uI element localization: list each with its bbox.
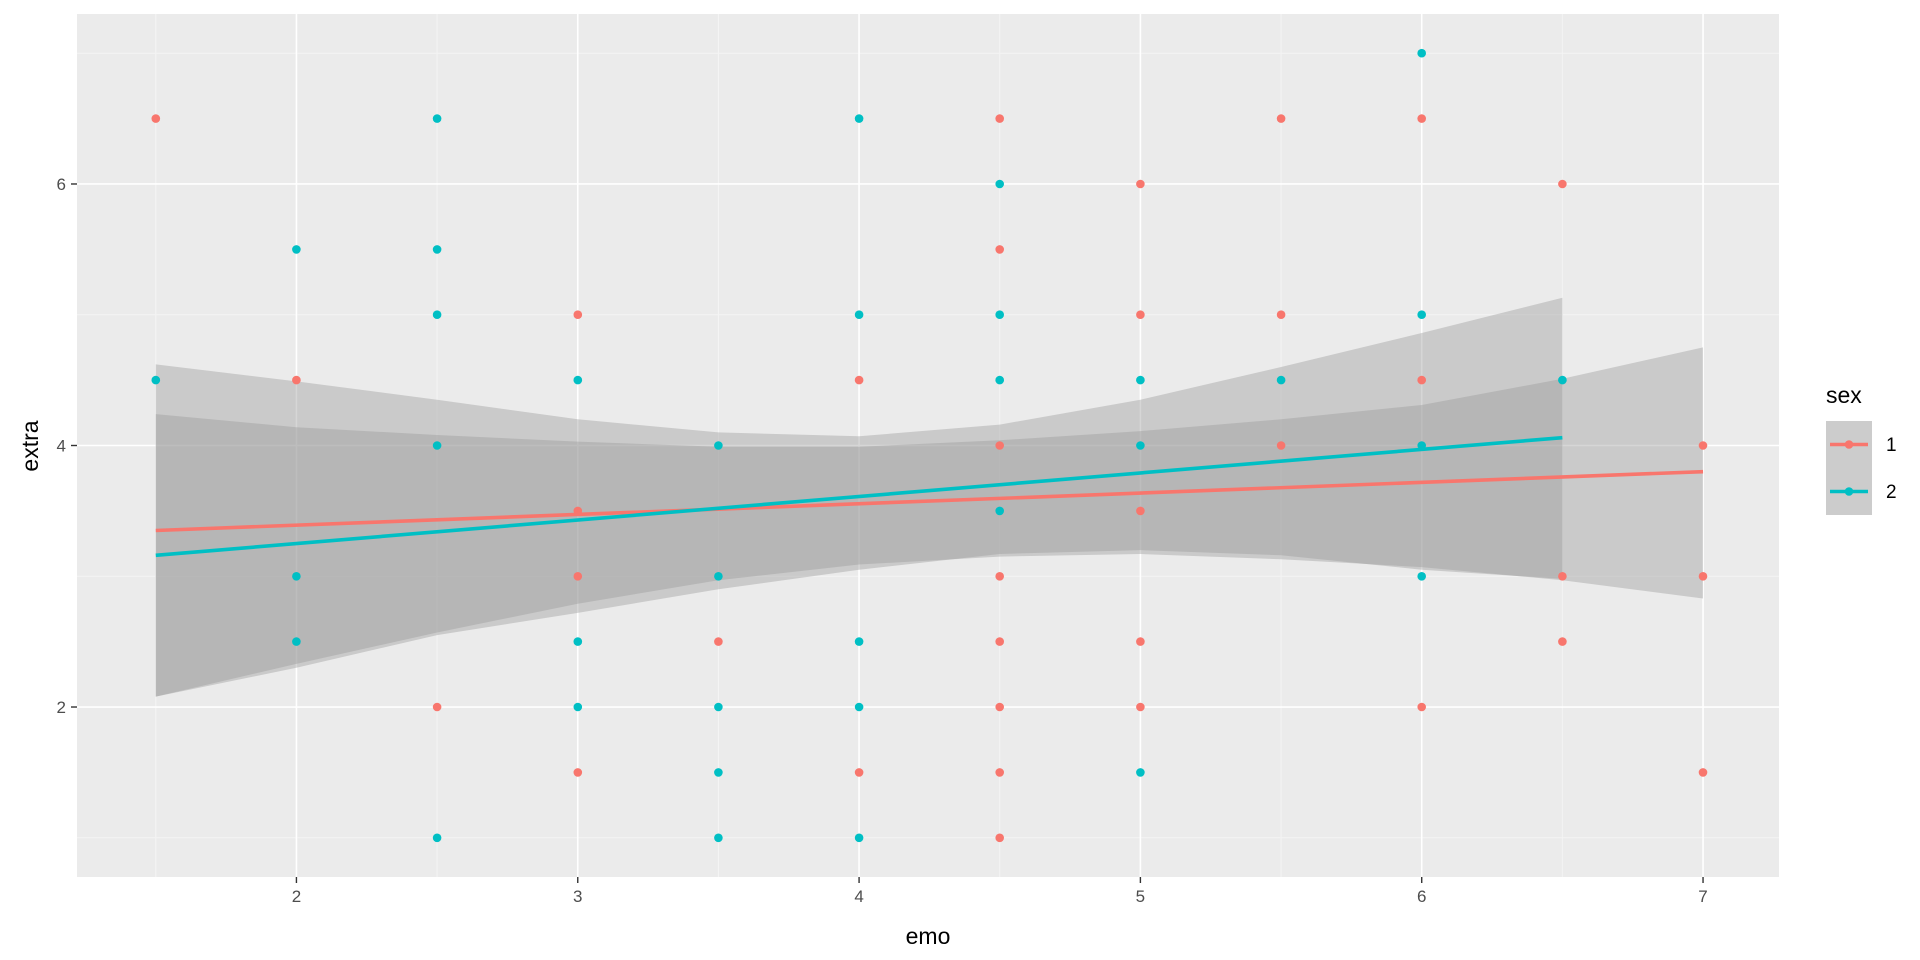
x-tick-label-7: 7 — [1698, 887, 1707, 906]
point-sex-1-16 — [995, 768, 1004, 777]
point-sex-1-17 — [995, 833, 1004, 843]
point-sex-2-13 — [714, 572, 723, 581]
data-points — [151, 48, 1708, 843]
fit-line-sex-2 — [155, 435, 1563, 558]
point-sex-2-20 — [854, 702, 864, 712]
point-sex-2-22 — [995, 179, 1004, 189]
point-sex-1-12 — [995, 441, 1004, 450]
point-sex-2-28 — [1136, 768, 1145, 777]
confidence-band-sex-1 — [155, 347, 1703, 697]
point-sex-1-0 — [151, 114, 161, 123]
x-axis: 2 3 4 5 6 7 — [292, 877, 1708, 906]
point-sex-1-30 — [1558, 572, 1567, 581]
point-sex-2-10 — [573, 637, 583, 646]
point-sex-2-16 — [714, 833, 723, 843]
point-sex-1-11 — [995, 245, 1004, 254]
point-sex-1-10 — [995, 114, 1004, 123]
point-sex-1-32 — [1698, 441, 1708, 450]
point-sex-1-1 — [292, 375, 301, 385]
legend: sex 1 2 — [1826, 382, 1897, 515]
point-sex-2-6 — [432, 310, 442, 320]
x-tick-label-4: 4 — [854, 887, 863, 906]
point-sex-1-20 — [1136, 506, 1145, 516]
point-sex-2-19 — [854, 637, 864, 646]
point-sex-2-12 — [714, 441, 723, 450]
point-sex-1-2 — [432, 702, 442, 712]
point-sex-2-9 — [573, 375, 583, 385]
point-sex-2-5 — [432, 245, 442, 254]
point-sex-1-14 — [995, 637, 1004, 646]
point-sex-1-25 — [1276, 441, 1286, 450]
point-sex-2-30 — [1417, 48, 1426, 58]
point-sex-1-22 — [1136, 702, 1145, 712]
point-sex-1-34 — [1698, 768, 1708, 777]
legend-title: sex — [1826, 382, 1862, 408]
point-sex-2-4 — [432, 114, 442, 123]
point-sex-1-3 — [573, 310, 583, 320]
point-sex-2-18 — [854, 310, 864, 320]
point-sex-2-15 — [714, 768, 723, 777]
point-sex-1-26 — [1417, 114, 1426, 123]
point-sex-2-11 — [573, 702, 583, 712]
point-sex-2-25 — [995, 506, 1004, 516]
point-sex-2-8 — [432, 833, 442, 843]
point-sex-1-6 — [573, 768, 583, 777]
y-tick-label-4: 4 — [57, 437, 66, 456]
point-sex-2-23 — [995, 310, 1004, 320]
point-sex-1-31 — [1558, 637, 1567, 646]
point-sex-2-33 — [1417, 572, 1426, 581]
x-tick-label-5: 5 — [1136, 887, 1145, 906]
y-axis: 2 4 6 — [57, 175, 77, 717]
point-sex-2-27 — [1136, 441, 1145, 450]
point-sex-2-3 — [292, 637, 301, 646]
point-sex-2-7 — [432, 441, 442, 450]
point-sex-1-9 — [854, 768, 864, 777]
point-sex-2-1 — [292, 245, 301, 254]
point-sex-1-24 — [1276, 310, 1286, 320]
regression-lines — [155, 435, 1704, 558]
y-tick-label-2: 2 — [57, 698, 66, 717]
x-tick-label-3: 3 — [573, 887, 582, 906]
x-tick-label-6: 6 — [1417, 887, 1426, 906]
point-sex-1-21 — [1136, 637, 1145, 646]
legend-key-point-2 — [1844, 487, 1854, 496]
legend-label-2: 2 — [1886, 482, 1897, 503]
point-sex-1-15 — [995, 702, 1004, 712]
point-sex-2-24 — [995, 375, 1004, 385]
point-sex-1-33 — [1698, 572, 1708, 581]
point-sex-2-21 — [854, 833, 864, 843]
x-tick-label-2: 2 — [292, 887, 301, 906]
point-sex-2-26 — [1136, 375, 1145, 385]
point-sex-1-28 — [1417, 702, 1426, 712]
point-sex-2-34 — [1558, 375, 1567, 385]
fit-line-sex-1 — [155, 469, 1704, 533]
point-sex-2-31 — [1417, 310, 1426, 320]
y-axis-title: extra — [17, 420, 43, 471]
point-sex-1-29 — [1558, 179, 1567, 189]
point-sex-1-27 — [1417, 375, 1426, 385]
y-tick-label-6: 6 — [57, 175, 66, 194]
point-sex-1-5 — [573, 572, 583, 581]
point-sex-1-18 — [1136, 179, 1145, 189]
point-sex-1-8 — [854, 375, 864, 385]
x-axis-title: emo — [906, 923, 951, 949]
point-sex-1-7 — [714, 637, 723, 646]
point-sex-2-2 — [292, 572, 301, 581]
point-sex-2-17 — [854, 114, 864, 123]
legend-key-point-1 — [1844, 440, 1854, 449]
point-sex-1-19 — [1136, 310, 1145, 320]
point-sex-1-23 — [1276, 114, 1286, 123]
point-sex-2-0 — [151, 375, 161, 385]
point-sex-2-14 — [714, 702, 723, 712]
point-sex-1-13 — [995, 572, 1004, 581]
point-sex-2-29 — [1276, 375, 1286, 385]
legend-label-1: 1 — [1886, 435, 1897, 456]
